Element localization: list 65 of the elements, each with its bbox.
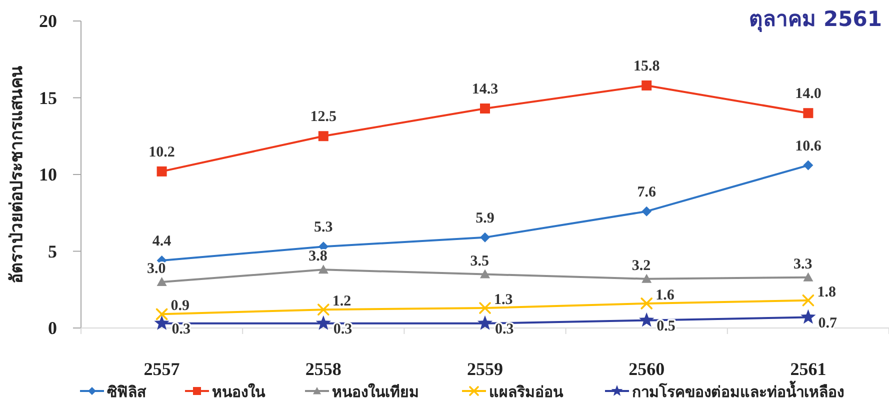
x-tick-label: 2559 (467, 359, 503, 379)
data-label: 0.7 (818, 315, 838, 332)
point (642, 80, 652, 90)
data-label: 0.3 (172, 321, 191, 338)
data-label: 3.0 (147, 260, 166, 277)
x-tick-label: 2560 (628, 359, 665, 379)
point (154, 315, 170, 330)
point (480, 269, 490, 278)
data-label: 1.3 (494, 292, 513, 308)
point (156, 276, 167, 286)
point (803, 160, 814, 170)
point (480, 103, 490, 114)
point (318, 304, 330, 316)
data-label: 1.6 (656, 287, 675, 304)
y-tick-label: 10 (39, 164, 57, 184)
data-label: 4.4 (152, 233, 172, 250)
data-label: 14.0 (795, 86, 822, 102)
point (803, 108, 814, 118)
legend-label: ซิฟิลิส (107, 383, 147, 401)
data-label: 15.8 (633, 58, 660, 74)
data-label: 3.2 (632, 258, 651, 274)
data-label: 3.3 (793, 256, 812, 272)
x-tick-label: 2557 (144, 359, 180, 379)
data-label: 3.5 (470, 253, 489, 270)
point (802, 294, 814, 306)
data-label: 3.8 (308, 248, 328, 265)
data-label: 1.8 (817, 284, 836, 300)
y-tick-label: 5 (48, 241, 57, 262)
y-axis-title: อัตราป่วยต่อประชากรแสนคน (7, 66, 27, 284)
data-label: 5.3 (314, 220, 333, 236)
x-tick-label: 2561 (790, 359, 826, 379)
data-label: 14.3 (472, 81, 498, 98)
x-tick-label: 2558 (305, 359, 342, 379)
data-label: 10.6 (795, 138, 822, 154)
legend-label: กามโรคของต่อมและท่อน้ำเหลือง (632, 380, 844, 401)
data-label: 7.6 (637, 184, 656, 200)
data-label: 0.5 (656, 318, 676, 334)
point (479, 302, 491, 314)
chart-title: ตุลาคม 2561 (749, 7, 882, 33)
point (640, 298, 652, 310)
point (800, 309, 816, 324)
legend-label: หนองในเทียม (332, 383, 419, 401)
point (316, 315, 332, 330)
y-tick-label: 0 (48, 318, 57, 338)
y-tick-label: 20 (39, 11, 57, 31)
legend-label: แผลริมอ่อน (489, 383, 564, 401)
point (318, 264, 328, 274)
point (803, 272, 814, 282)
data-label: 0.3 (333, 321, 352, 338)
point (638, 312, 654, 327)
point (480, 232, 490, 242)
legend-label: หนองใน (212, 383, 266, 401)
data-label: 12.5 (310, 109, 337, 126)
data-label: 0.9 (170, 298, 190, 314)
data-label: 10.2 (148, 144, 175, 160)
point (156, 308, 168, 320)
point (642, 274, 652, 283)
y-tick-label: 15 (39, 88, 57, 108)
data-label: 0.3 (495, 321, 514, 338)
point (156, 166, 167, 176)
point (477, 315, 493, 330)
data-label: 1.2 (332, 294, 352, 310)
data-label: 5.9 (476, 210, 494, 226)
point (642, 206, 652, 216)
point (318, 131, 328, 142)
